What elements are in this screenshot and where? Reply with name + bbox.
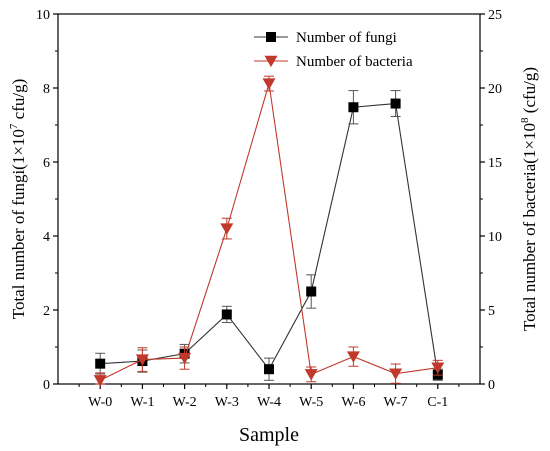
y-left-tick-label: 6	[43, 156, 50, 171]
data-point	[346, 351, 360, 363]
y-right-tick-label: 15	[488, 156, 502, 171]
series-layer	[93, 75, 445, 387]
x-tick-label: C-1	[427, 395, 448, 410]
y-left-tick-label: 8	[43, 82, 50, 97]
data-point	[348, 102, 359, 113]
y-left-tick-label: 4	[43, 230, 50, 245]
y-right-tick-label: 20	[488, 82, 502, 97]
y-right-tick-label: 10	[488, 230, 502, 245]
x-tick-label: W-7	[384, 395, 408, 410]
axes: 0 2 4 6 8 10 0 5 10 15 20 25 W-0 W-1 W-2 W-3 W-4 W-5 W-6 W-…	[36, 8, 502, 410]
data-point	[221, 309, 232, 320]
data-point	[95, 358, 106, 369]
y-axis-right-title: Total number of bacteria(1×108 (cfu/g)	[519, 67, 539, 331]
legend-label: Number of bacteria	[296, 54, 413, 70]
data-point	[389, 368, 403, 380]
plot-frame	[57, 13, 481, 385]
data-point	[178, 352, 192, 365]
data-point	[262, 78, 276, 90]
y-right-tick-label: 5	[488, 304, 495, 319]
data-point	[304, 369, 318, 381]
x-tick-label: W-0	[88, 395, 112, 410]
y-left-tick-label: 10	[36, 8, 50, 23]
series-line	[100, 102, 439, 375]
data-point	[220, 223, 234, 235]
data-point	[390, 98, 401, 109]
data-point	[264, 55, 278, 68]
x-tick-label: W-3	[215, 395, 239, 410]
x-tick-label: W-5	[299, 395, 323, 410]
x-tick-label: W-1	[130, 395, 154, 410]
legend-label: Number of fungi	[296, 30, 397, 46]
y-right-tick-label: 0	[488, 378, 495, 393]
data-point	[266, 32, 276, 42]
series-line	[99, 83, 438, 381]
y-left-tick-label: 2	[43, 304, 50, 319]
series-square	[95, 90, 443, 381]
data-point	[431, 362, 445, 374]
data-point	[306, 286, 317, 297]
x-tick-label: W-4	[257, 395, 281, 410]
data-point	[135, 354, 149, 366]
y-axis-left-title: Total number of fungi(1×107 cfu/g)	[8, 79, 28, 320]
data-point	[264, 364, 274, 375]
legend: Number of fungi Number of bacteria	[254, 30, 413, 70]
x-tick-label: W-6	[341, 395, 365, 410]
x-tick-label: W-2	[173, 395, 197, 410]
data-point	[93, 375, 107, 387]
series-triangle-down	[93, 75, 445, 387]
y-right-tick-label: 25	[488, 8, 502, 23]
x-axis-title: Sample	[239, 424, 299, 446]
y-left-tick-label: 0	[43, 378, 50, 393]
